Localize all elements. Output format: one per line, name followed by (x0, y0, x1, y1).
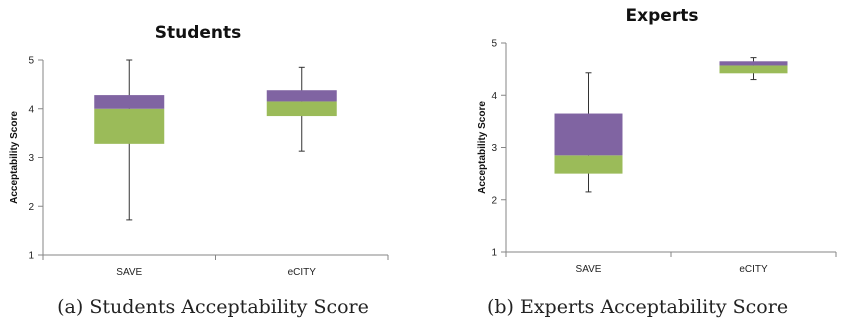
x-category-label: SAVE (576, 264, 602, 275)
y-tick-label: 2 (28, 202, 34, 213)
y-tick-label: 5 (28, 56, 34, 67)
y-tick-label: 1 (28, 251, 34, 262)
y-tick-label: 2 (491, 195, 497, 206)
box-upper-ecity (719, 61, 788, 66)
box-lower-ecity (719, 65, 788, 74)
y-tick-label: 4 (491, 91, 497, 102)
chart-title: Students (155, 23, 242, 43)
chart-experts: Experts Acceptability Score 1 2 3 4 5 SAVE eCITY (477, 6, 837, 275)
box-upper-save (94, 95, 165, 109)
y-tick-label: 3 (491, 143, 497, 154)
caption-experts: (b) Experts Acceptability Score (486, 296, 789, 318)
box-upper-ecity (266, 90, 337, 102)
panel-students: Students Acceptability Score 1 2 3 4 5 SAVE eCIT… (9, 23, 389, 318)
box-lower-save (554, 155, 623, 174)
x-category-label: SAVE (116, 267, 142, 278)
y-tick-label: 5 (491, 39, 497, 50)
box-lower-save (94, 108, 165, 144)
caption-students: (a) Students Acceptability Score (57, 296, 369, 318)
y-axis-title: Acceptability Score (477, 101, 488, 194)
chart-title: Experts (626, 6, 699, 26)
x-category-label: eCITY (288, 267, 317, 278)
chart-students: Students Acceptability Score 1 2 3 4 5 SAVE eCIT… (9, 23, 389, 278)
y-tick-label: 3 (28, 153, 34, 164)
panel-experts: Experts Acceptability Score 1 2 3 4 5 SAVE eCITY… (426, 0, 849, 327)
box-upper-save (554, 113, 623, 156)
x-category-label: eCITY (739, 264, 768, 275)
y-tick-label: 1 (491, 248, 497, 259)
y-tick-label: 4 (28, 104, 34, 115)
y-axis-title: Acceptability Score (9, 111, 20, 204)
box-lower-ecity (266, 101, 337, 117)
